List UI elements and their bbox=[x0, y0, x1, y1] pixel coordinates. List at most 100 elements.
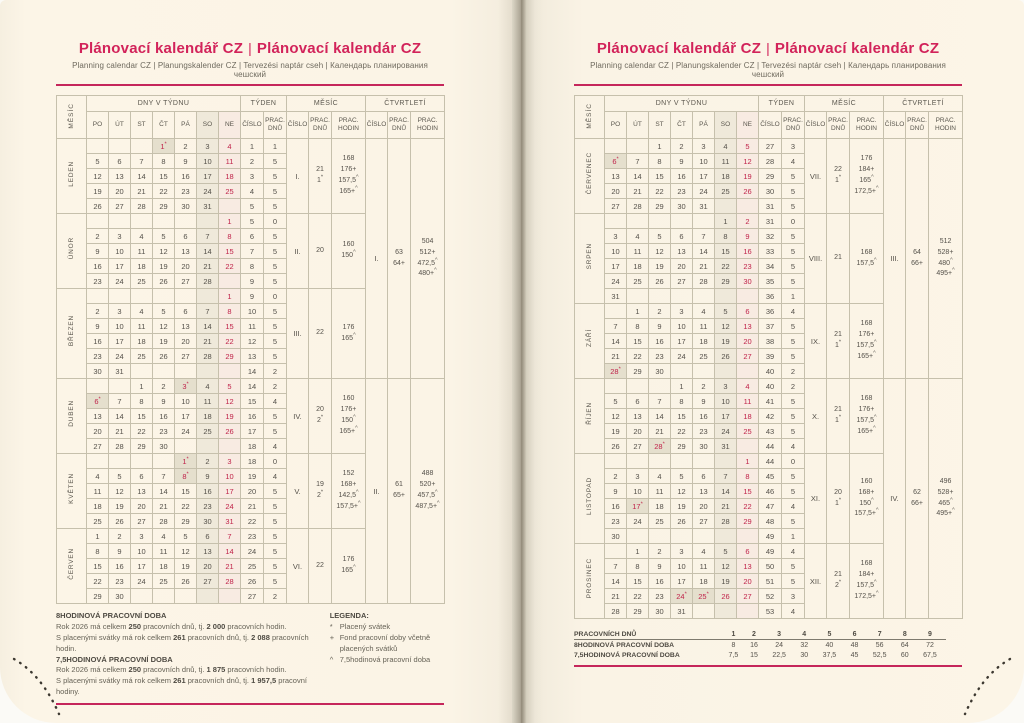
day-cell bbox=[152, 288, 175, 304]
day-cell: 27 bbox=[86, 438, 109, 454]
week-workdays-cell: 5 bbox=[262, 168, 288, 184]
day-cell: 22 bbox=[626, 588, 649, 604]
week-number-cell: 36 bbox=[758, 288, 782, 304]
month-roman-cell: IX. bbox=[804, 303, 828, 379]
day-cell: 10 bbox=[218, 468, 241, 484]
day-cell bbox=[108, 213, 131, 229]
month-roman-cell: IV. bbox=[286, 378, 310, 454]
month-workhours-line: 168 bbox=[342, 155, 355, 163]
month-workdays-cell: 22 bbox=[308, 288, 333, 379]
superscript-mark: ^ bbox=[355, 425, 358, 432]
quarter-workhours-line: 472,5^ bbox=[417, 257, 438, 267]
day-cell: 22 bbox=[218, 333, 241, 349]
day-cell: 27 bbox=[736, 348, 759, 364]
quarter-workhours-header: PRAC. HODIN bbox=[928, 111, 964, 139]
day-cell: 2 bbox=[692, 378, 715, 394]
quarter-roman-cell: III. bbox=[883, 138, 907, 379]
week-number-cell: 31 bbox=[758, 213, 782, 229]
day-cell: 12 bbox=[670, 483, 693, 499]
day-cell: 18 bbox=[714, 168, 737, 184]
week-workdays-cell: 5 bbox=[780, 558, 806, 574]
week-number-cell: 32 bbox=[758, 228, 782, 244]
week-number-cell: 26 bbox=[240, 573, 264, 589]
day-cell: 3 bbox=[714, 378, 737, 394]
hours-row: 8HODINOVÁ PRACOVNÍ DOBA 8 16 24 32 40 48 56 64 72 bbox=[574, 640, 946, 651]
day-cell: 24 bbox=[670, 348, 693, 364]
day-cell bbox=[670, 213, 693, 229]
superscript-mark: * bbox=[706, 591, 709, 597]
week-workdays-cell: 0 bbox=[262, 213, 288, 229]
day-cell bbox=[714, 363, 737, 379]
week-workdays-cell: 0 bbox=[780, 453, 806, 469]
month-workdays-line: 22 bbox=[316, 561, 324, 569]
day-cell: 12 bbox=[604, 408, 627, 424]
day-cell: 23 bbox=[86, 348, 109, 364]
superscript-mark: ^ bbox=[355, 174, 359, 181]
day-cell: 15 bbox=[86, 558, 109, 574]
weekday-header-po: PO bbox=[86, 111, 109, 139]
day-cell bbox=[670, 288, 693, 304]
day-cell: 3 bbox=[604, 228, 627, 244]
day-cell: 19 bbox=[714, 573, 737, 589]
day-cell bbox=[736, 363, 759, 379]
day-cell: 22 bbox=[152, 183, 175, 199]
page-left-jan-jun: Plánovací kalendář CZ | Plánovací kalendár… bbox=[0, 0, 512, 723]
day-cell bbox=[714, 603, 737, 619]
day-cell: 29 bbox=[152, 198, 175, 214]
superscript-mark: ^ bbox=[353, 564, 356, 571]
day-cell: 14 bbox=[692, 243, 715, 259]
month-roman-cell: VIII. bbox=[804, 213, 828, 304]
day-cell: 10 bbox=[692, 153, 715, 169]
weekday-header-ne: NE bbox=[736, 111, 759, 139]
emphasized-number: 2 000 bbox=[206, 621, 226, 631]
week-number-cell: 8 bbox=[240, 258, 264, 274]
hours-value-cell: 72 bbox=[926, 641, 934, 649]
day-cell bbox=[648, 453, 671, 469]
superscript-mark: * bbox=[640, 501, 643, 507]
day-cell: 29 bbox=[86, 588, 109, 604]
day-cell bbox=[692, 603, 715, 619]
day-cell: 18 bbox=[152, 558, 175, 574]
week-workdays-cell: 4 bbox=[262, 468, 288, 484]
hours-value-cell: 52,5 bbox=[872, 651, 887, 659]
superscript-mark: * bbox=[618, 366, 621, 372]
week-workdays-cell: 4 bbox=[780, 438, 806, 454]
work-time-line: Rok 2026 má celkem 250 pracovních dnů, t… bbox=[56, 621, 287, 631]
day-cell bbox=[692, 528, 715, 544]
week-row: 27 28 29 30 31 31 5 bbox=[575, 198, 963, 214]
day-cell: 20 bbox=[604, 183, 627, 199]
month-workhours-line: 157,5^ bbox=[856, 414, 877, 424]
month-workdays-line: 21 bbox=[316, 166, 324, 174]
superscript-mark: ^ bbox=[358, 500, 361, 507]
day-cell: 14 bbox=[196, 318, 219, 334]
hours-row-label: 7,5HODINOVÁ PRACOVNÍ DOBA bbox=[574, 651, 680, 659]
header-sub-row: PO ÚT ST ČT PÁ SO NE ČÍSLO PRAC. DNŮ ČÍSLO PRAC. D… bbox=[57, 111, 446, 139]
month-name-label: DUBEN bbox=[68, 400, 75, 427]
day-cell: 12 bbox=[152, 318, 175, 334]
emphasized-number: 250 bbox=[128, 621, 142, 631]
day-cell: 26 bbox=[714, 348, 737, 364]
day-cell bbox=[196, 363, 219, 379]
header-sub-row: PO ÚT ST ČT PÁ SO NE ČÍSLO PRAC. DNŮ ČÍSLO PRAC. D… bbox=[575, 111, 964, 139]
week-number-cell: 53 bbox=[758, 603, 782, 619]
superscript-mark: ^ bbox=[871, 174, 874, 181]
day-cell: 4 bbox=[218, 138, 241, 154]
week-workdays-cell: 5 bbox=[262, 408, 288, 424]
footer-rule-right bbox=[574, 665, 962, 667]
day-cell: 14 bbox=[626, 168, 649, 184]
month-workdays-cell: 21 bbox=[826, 213, 851, 304]
day-cell: 6 bbox=[108, 153, 131, 169]
day-cell: 24 bbox=[196, 183, 219, 199]
week-row: 23 24 25 26 27 28 29 13 5 bbox=[57, 348, 445, 364]
superscript-mark: ^ bbox=[353, 414, 356, 421]
week-group-header: TÝDEN bbox=[757, 95, 806, 112]
quarter-roman-cell: II. bbox=[365, 378, 389, 604]
day-cell: 9 bbox=[174, 153, 197, 169]
day-cell: 29 bbox=[626, 603, 649, 619]
workdays-count-cell: 3 bbox=[763, 629, 796, 640]
day-cell: 19 bbox=[174, 558, 197, 574]
day-cell: 1 bbox=[670, 378, 693, 394]
day-cell: 25 bbox=[196, 423, 219, 439]
superscript-mark: * bbox=[186, 471, 189, 477]
week-row: ŘÍJEN 1 2 3 4 40 2 X. 21 1* 168 176+ 157,5^ 165+^ IV. 6… bbox=[574, 378, 964, 619]
